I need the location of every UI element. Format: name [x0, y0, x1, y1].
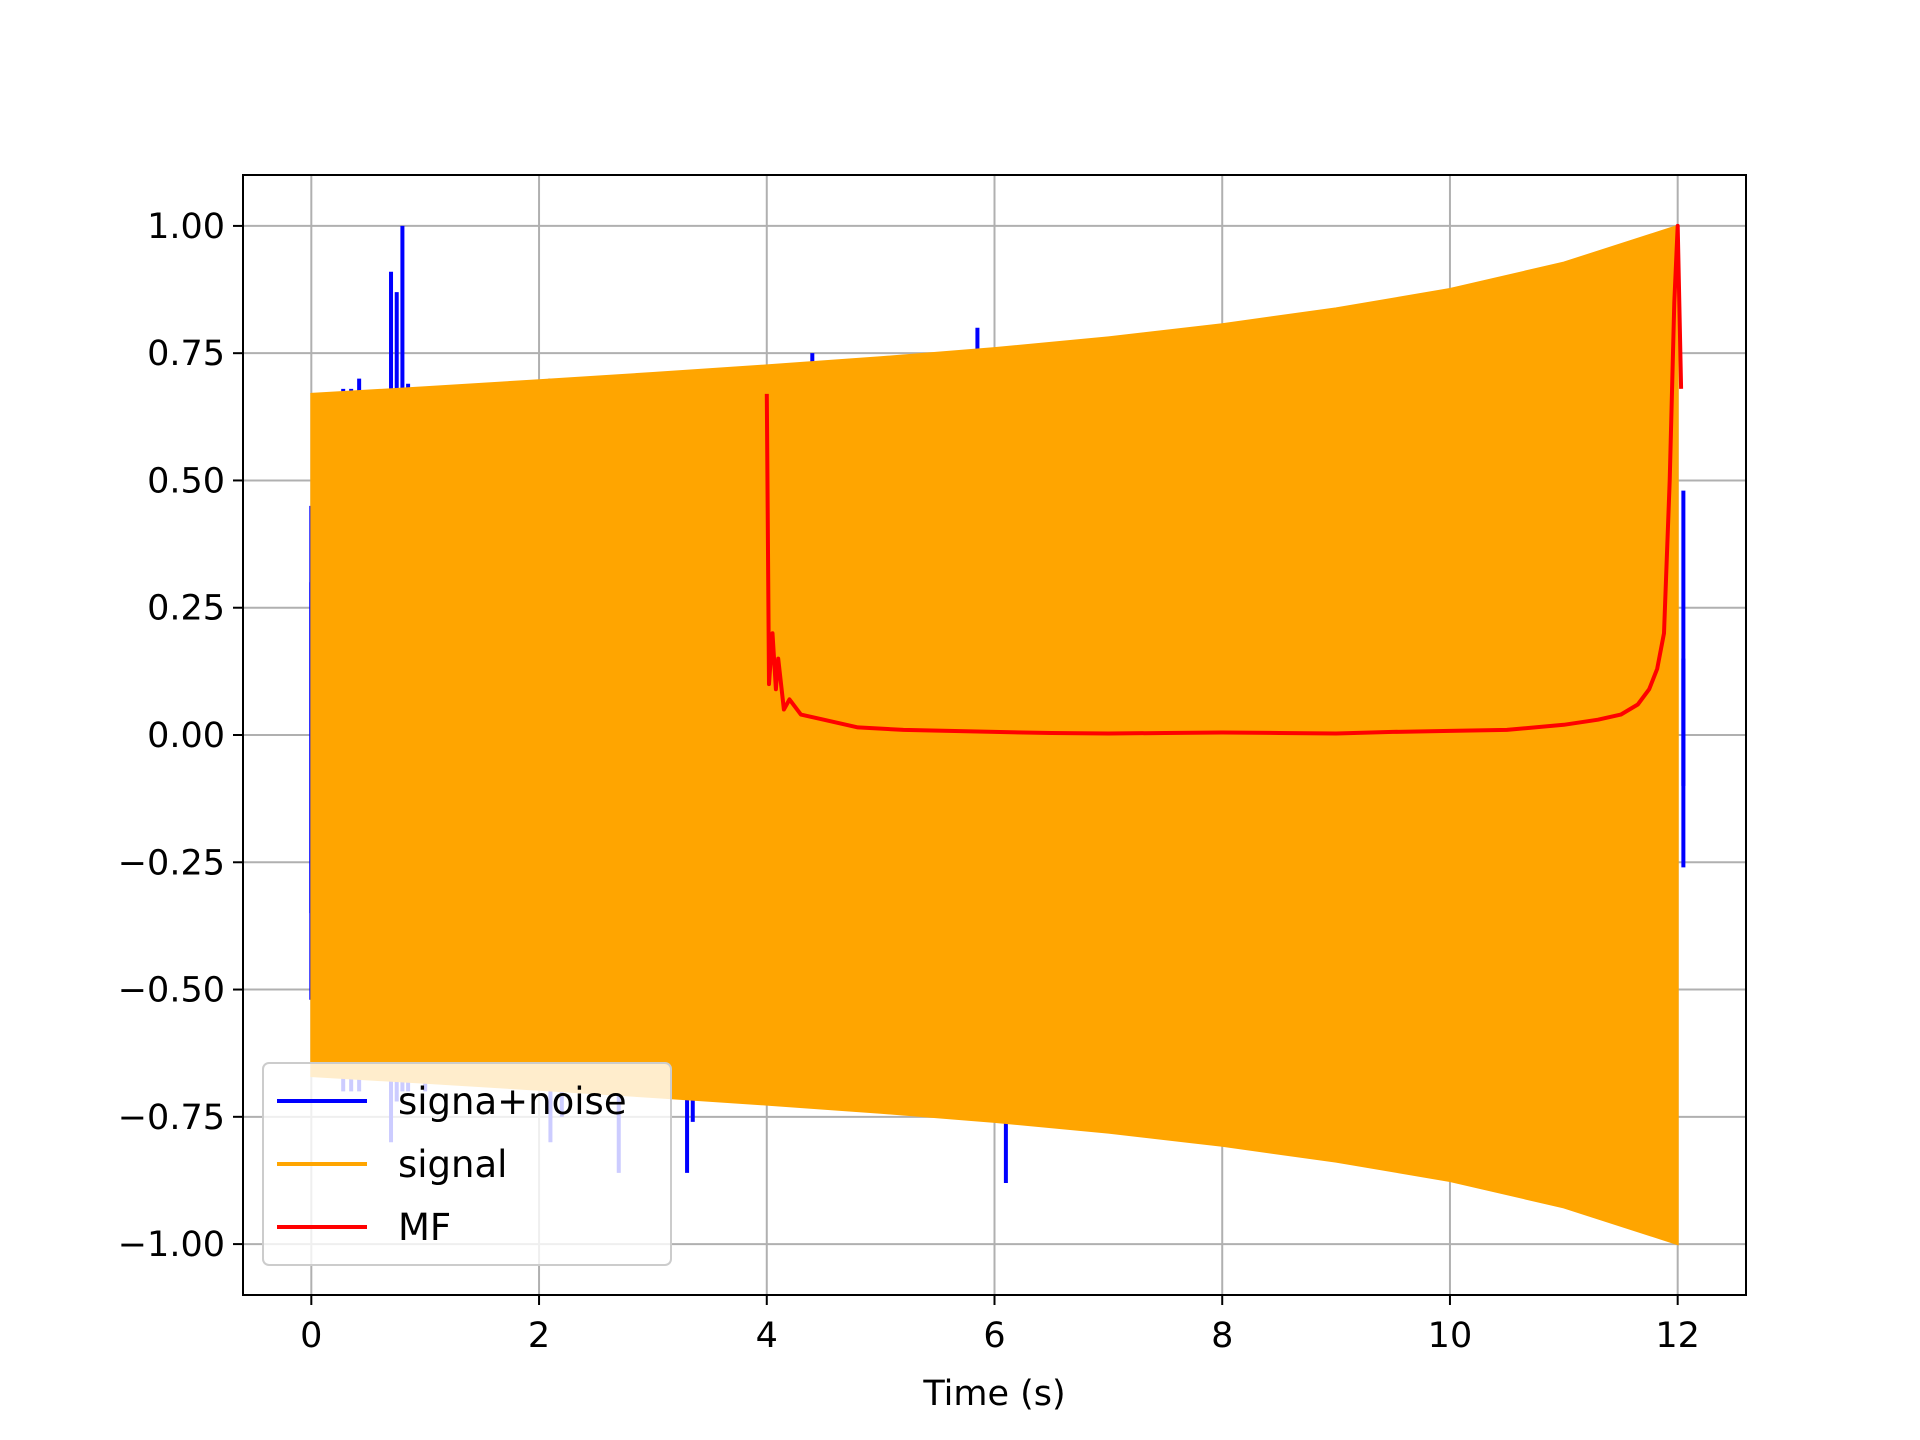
legend-box: [262, 1062, 672, 1266]
y-tick-label: 1.00: [147, 207, 225, 247]
x-tick-label: 0: [300, 1316, 322, 1356]
y-tick-label: 0.00: [147, 716, 225, 756]
y-tick-label: −0.25: [118, 843, 225, 883]
y-tick-label: 0.50: [147, 461, 225, 501]
x-tick-label: 4: [756, 1316, 778, 1356]
plot-series: [309, 223, 1686, 1246]
x-tick-label: 8: [1211, 1316, 1233, 1356]
x-tick-label: 10: [1428, 1316, 1473, 1356]
y-tick-label: 0.25: [147, 589, 225, 629]
y-tick-label: 0.75: [147, 334, 225, 374]
legend-label-mf: MF: [398, 1206, 451, 1249]
legend-label-signa-noise: signa+noise: [398, 1080, 627, 1123]
legend-label-signal: signal: [398, 1143, 507, 1186]
series-mf-line: [764, 223, 1684, 736]
x-tick-label: 6: [983, 1316, 1005, 1356]
y-tick-label: −0.75: [118, 1098, 225, 1138]
legend: signa+noise signal MF: [262, 1062, 672, 1266]
x-tick-label: 12: [1655, 1316, 1700, 1356]
series-signal-band: [310, 224, 1679, 1246]
y-tick-label: −1.00: [118, 1225, 225, 1265]
x-axis-label: Time (s): [922, 1374, 1065, 1414]
axis-ticks: 0 2 4 6 8 10 12 1.00 0.75 0.50 0.25 0.00 −0.25 −0.50 −…: [118, 207, 1700, 1356]
y-tick-label: −0.50: [118, 971, 225, 1011]
x-tick-label: 2: [528, 1316, 550, 1356]
